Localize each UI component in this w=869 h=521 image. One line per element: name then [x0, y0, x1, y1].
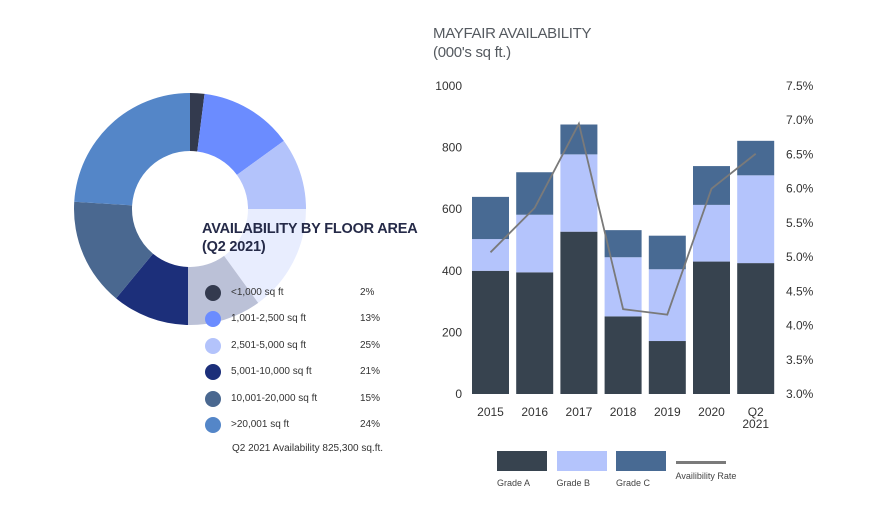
legend-item: 1,001-2,500 sq ft 13% [205, 311, 405, 328]
x-tick-label: 2015 [477, 405, 504, 419]
bar-grade-b [693, 204, 730, 262]
subtitle-text: (000's sq ft.) [433, 44, 511, 61]
legend-value: 25% [360, 339, 381, 351]
legend-item: 2,501-5,000 sq ft 25% [205, 337, 405, 354]
y-tick-label: 0 [455, 387, 462, 401]
bar-grade-b [560, 154, 598, 232]
bar-grade-a [472, 270, 509, 394]
y2-tick-label: 5.0% [786, 250, 814, 264]
legend-swatch [556, 451, 607, 471]
bar-grade-c [737, 140, 775, 176]
bar-chart-title: MAYFAIR AVAILABILITY (000's sq ft.) [433, 24, 592, 62]
y-tick-label: 1000 [435, 79, 462, 93]
legend-item: 10,001-20,000 sq ft 15% [205, 390, 405, 407]
legend-label: 2,501-5,000 sq ft [231, 339, 307, 351]
legend-label: 5,001-10,000 sq ft [231, 366, 312, 378]
legend-swatch [205, 285, 221, 301]
legend-swatch [205, 311, 221, 328]
legend-label: Grade A [497, 478, 531, 488]
bar-grade-b [472, 239, 509, 271]
y2-tick-label: 3.5% [786, 353, 814, 367]
availability-rate-line [489, 121, 757, 316]
legend-value: 13% [360, 313, 381, 325]
legend-item: 5,001-10,000 sq ft 21% [205, 364, 405, 381]
y-tick-label: 600 [442, 202, 462, 216]
y2-tick-label: 5.5% [786, 216, 814, 230]
legend-swatch [616, 451, 666, 471]
legend-item: Grade A [497, 451, 547, 488]
legend-value: 21% [360, 366, 381, 378]
legend-swatch [205, 390, 221, 407]
subtitle-text: (Q2 2021) [202, 239, 266, 255]
y2-tick-label: 6.0% [786, 182, 814, 196]
bar-grade-a [516, 272, 554, 394]
bar-grade-a [693, 261, 730, 394]
legend-value: 2% [360, 287, 375, 298]
y-tick-label: 200 [442, 325, 462, 339]
legend-label: 10,001-20,000 sq ft [231, 392, 318, 404]
legend-item: Availibility Rate [675, 451, 737, 481]
legend-swatch [205, 337, 221, 354]
legend-label: 1,001-2,500 sq ft [231, 313, 307, 325]
donut-slice [197, 93, 284, 175]
legend-swatch [205, 364, 221, 381]
y2-tick-label: 7.5% [786, 79, 814, 93]
bar-grade-a [648, 341, 686, 394]
bar-grade-a [560, 231, 598, 394]
legend-swatch [205, 417, 221, 433]
x-tick-label: 2019 [654, 405, 681, 419]
bar-grade-c [693, 166, 730, 205]
x-tick-label: 2018 [610, 405, 637, 419]
legend-item: <1,000 sq ft 2% [205, 285, 405, 301]
bar-grade-c [472, 196, 509, 240]
y-tick-label: 400 [442, 264, 462, 278]
legend-line [675, 461, 726, 464]
legend-item: Grade B [556, 451, 607, 488]
legend-label: Grade B [556, 478, 591, 488]
legend-label: Grade C [616, 478, 651, 488]
legend-label: <1,000 sq ft [231, 287, 284, 298]
x-tick-label: 2020 [698, 405, 725, 419]
legend-value: 24% [360, 419, 381, 430]
x-tick-label: 2016 [521, 405, 548, 419]
donut-slice [74, 201, 154, 299]
bar-grade-a [737, 263, 775, 394]
donut-slice [74, 93, 190, 206]
bar-grade-a [604, 316, 642, 394]
y2-tick-label: 4.0% [786, 319, 814, 333]
bar-grade-b [737, 175, 775, 264]
bar-grade-c [560, 124, 598, 155]
title-text: MAYFAIR AVAILABILITY [433, 25, 592, 42]
legend-label: >20,001 sq ft [231, 419, 290, 430]
y2-tick-label: 7.0% [786, 113, 814, 127]
y2-tick-label: 3.0% [786, 387, 814, 401]
y2-tick-label: 6.5% [786, 147, 814, 161]
donut-title: AVAILABILITY BY FLOOR AREA (Q2 2021) [202, 220, 418, 256]
bar-grade-c [648, 235, 686, 270]
y2-tick-label: 4.5% [786, 284, 814, 298]
bar-grade-b [516, 214, 554, 273]
legend-value: 15% [360, 392, 381, 404]
x-tick-label: Q2 2021 [742, 405, 769, 431]
legend-label: Availibility Rate [675, 471, 737, 481]
bar-grade-c [604, 230, 642, 258]
legend-item: Grade C [616, 451, 666, 488]
availability-note: Q2 2021 Availability 825,300 sq.ft. [232, 443, 384, 454]
title-text: AVAILABILITY BY FLOOR AREA [202, 221, 418, 237]
x-tick-label: 2017 [566, 405, 593, 419]
legend-item: >20,001 sq ft 24% [205, 417, 405, 433]
legend-swatch [497, 451, 547, 471]
title-card [188, 209, 323, 327]
donut-slice [190, 93, 205, 152]
y-tick-label: 800 [442, 141, 462, 155]
